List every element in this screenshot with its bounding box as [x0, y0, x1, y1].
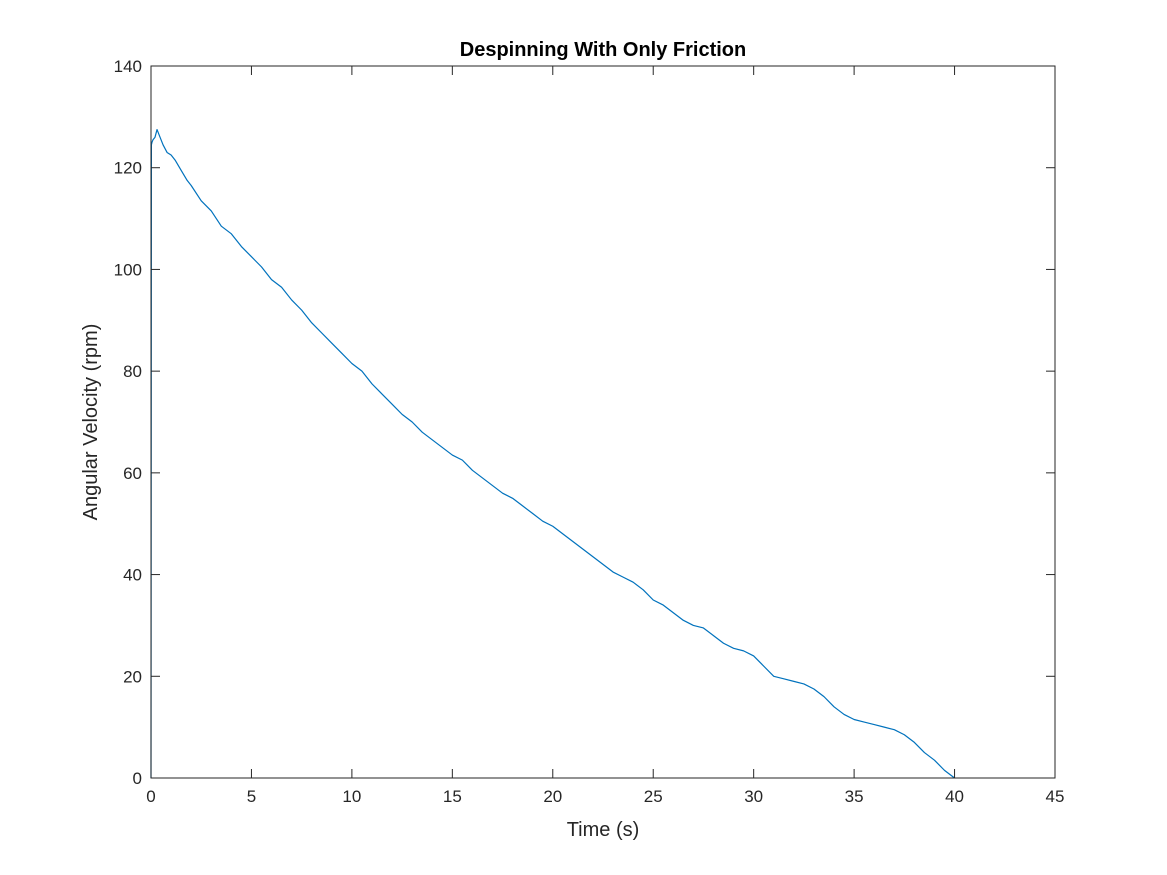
y-tick-label: 60 [123, 464, 142, 483]
x-tick-label: 20 [543, 787, 562, 806]
y-tick-label: 40 [123, 566, 142, 585]
x-tick-label: 45 [1046, 787, 1065, 806]
x-tick-label: 10 [342, 787, 361, 806]
series-line-1 [150, 128, 955, 779]
y-tick-label: 80 [123, 362, 142, 381]
x-axis-label: Time (s) [567, 819, 640, 841]
x-tick-label: 30 [744, 787, 763, 806]
x-tick-label: 35 [845, 787, 864, 806]
x-tick-label: 15 [443, 787, 462, 806]
y-tick-label: 120 [114, 159, 142, 178]
y-axis-label: Angular Velocity (rpm) [80, 324, 102, 521]
x-tick-label: 0 [146, 787, 155, 806]
y-tick-label: 100 [114, 260, 142, 279]
axes-box [150, 65, 1056, 779]
chart-title: Despinning With Only Friction [460, 39, 746, 61]
y-tick-label: 0 [133, 769, 142, 788]
y-tick-label: 20 [123, 667, 142, 686]
tick-layer: 0 5 10 15 20 25 30 35 40 45 0 20 40 60 80 100 120 140 [114, 57, 1065, 806]
x-tick-label: 25 [644, 787, 663, 806]
x-tick-label: 5 [247, 787, 256, 806]
y-tick-label: 140 [114, 57, 142, 76]
plot-area [151, 66, 1055, 778]
x-tick-label: 40 [945, 787, 964, 806]
series-layer [150, 128, 955, 779]
